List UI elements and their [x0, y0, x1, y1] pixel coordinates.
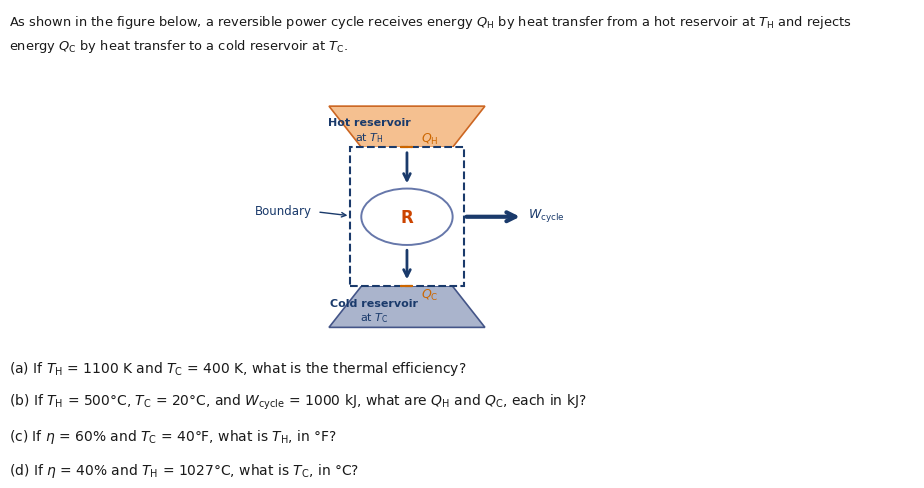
Text: (a) If $T_\mathrm{H}$ = 1100 K and $T_\mathrm{C}$ = 400 K, what is the thermal e: (a) If $T_\mathrm{H}$ = 1100 K and $T_\m… [9, 360, 467, 377]
Text: (c) If $\eta$ = 60% and $T_\mathrm{C}$ = 40$\degree$F, what is $T_\mathrm{H}$, i: (c) If $\eta$ = 60% and $T_\mathrm{C}$ =… [9, 427, 337, 446]
Text: (b) If $T_\mathrm{H}$ = 500$\degree$C, $T_\mathrm{C}$ = 20$\degree$C, and $W_\ma: (b) If $T_\mathrm{H}$ = 500$\degree$C, $… [9, 392, 587, 411]
Text: Cold reservoir: Cold reservoir [330, 299, 418, 309]
Text: $Q_\mathrm{C}$: $Q_\mathrm{C}$ [421, 287, 439, 303]
Text: at $T_\mathrm{C}$: at $T_\mathrm{C}$ [359, 311, 388, 325]
Text: (d) If $\eta$ = 40% and $T_\mathrm{H}$ = 1027$\degree$C, what is $T_\mathrm{C}$,: (d) If $\eta$ = 40% and $T_\mathrm{H}$ =… [9, 461, 359, 479]
Text: energy $Q_\mathrm{C}$ by heat transfer to a cold reservoir at $T_\mathrm{C}$.: energy $Q_\mathrm{C}$ by heat transfer t… [9, 38, 348, 55]
Text: Boundary: Boundary [255, 205, 311, 218]
Circle shape [361, 189, 453, 245]
Polygon shape [329, 286, 485, 328]
Text: R: R [401, 208, 413, 226]
Text: at $T_\mathrm{H}$: at $T_\mathrm{H}$ [355, 131, 383, 145]
Text: $W_\mathrm{cycle}$: $W_\mathrm{cycle}$ [529, 206, 565, 224]
Polygon shape [329, 107, 485, 148]
FancyBboxPatch shape [350, 148, 464, 286]
Text: As shown in the figure below, a reversible power cycle receives energy $Q_\mathr: As shown in the figure below, a reversib… [9, 14, 852, 30]
Text: Hot reservoir: Hot reservoir [328, 118, 410, 127]
Text: $Q_\mathrm{H}$: $Q_\mathrm{H}$ [421, 132, 439, 147]
